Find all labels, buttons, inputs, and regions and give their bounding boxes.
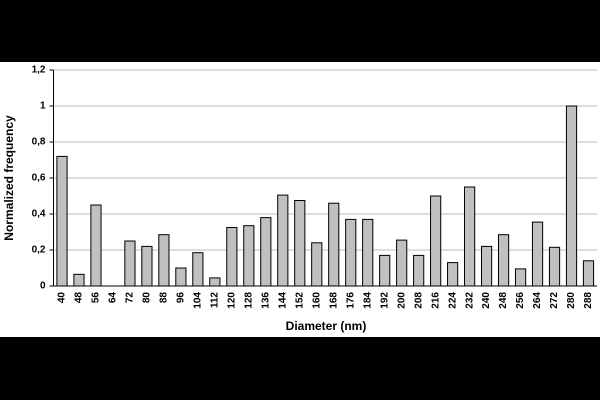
y-tick-label: 0,4	[32, 209, 46, 220]
bar	[90, 204, 102, 287]
x-tick-label: 64	[108, 292, 119, 304]
bar	[413, 254, 425, 287]
x-axis-label: Diameter (nm)	[286, 319, 367, 333]
bar	[497, 234, 510, 287]
bar	[447, 262, 459, 287]
bar	[175, 267, 187, 287]
bar	[362, 218, 374, 287]
x-tick-label: 96	[176, 292, 187, 304]
bar	[582, 260, 595, 287]
bottom-band	[0, 337, 600, 400]
x-tick-label: 176	[345, 292, 356, 309]
y-tick-label: 0,8	[32, 137, 46, 148]
x-tick-label: 72	[125, 292, 136, 304]
bar	[124, 240, 136, 287]
y-tick-label: 1,2	[32, 65, 46, 76]
bar	[379, 254, 391, 287]
bars	[56, 105, 595, 287]
top-band	[0, 0, 600, 62]
x-tick-label: 248	[498, 292, 509, 309]
x-tick-label: 80	[142, 292, 153, 304]
bar	[209, 277, 221, 287]
y-axis-label: Normalized frequency	[2, 115, 16, 241]
x-tick-label: 200	[396, 292, 407, 309]
bar	[481, 245, 493, 287]
x-tick-label: 120	[226, 292, 237, 309]
bar	[260, 217, 272, 287]
y-tick-label: 0,2	[32, 245, 46, 256]
x-tick-label: 280	[566, 292, 577, 309]
x-tick-label: 40	[57, 292, 68, 304]
x-tick-label: 48	[74, 292, 85, 304]
y-tick-label: 0	[40, 281, 46, 292]
x-tick-label: 152	[294, 292, 305, 309]
bar	[464, 186, 476, 287]
x-tick-label: 160	[311, 292, 322, 309]
x-tick-label: 208	[413, 292, 424, 309]
x-tick-label: 128	[243, 292, 254, 309]
x-tick-label: 144	[277, 292, 288, 309]
x-tick-label: 136	[260, 292, 271, 309]
bar	[531, 221, 544, 287]
bar	[243, 225, 255, 287]
bar	[158, 234, 170, 287]
x-tick-label: 224	[447, 292, 458, 309]
x-tick-label: 216	[430, 292, 441, 309]
x-tick-label: 184	[362, 292, 373, 309]
bar	[565, 105, 578, 287]
bar	[294, 200, 306, 287]
x-tick-label: 240	[481, 292, 492, 309]
bar	[430, 195, 442, 287]
x-tick-label: 192	[379, 292, 390, 309]
bar	[226, 227, 238, 287]
x-tick-label: 288	[583, 292, 594, 309]
bar	[514, 268, 527, 287]
y-tick-label: 1	[40, 101, 46, 112]
bar	[192, 252, 204, 287]
x-tick-label: 168	[328, 292, 339, 309]
bar	[311, 242, 323, 287]
x-tick-label: 264	[532, 292, 543, 309]
x-tick-label: 112	[209, 292, 220, 309]
x-tick-label: 56	[91, 292, 102, 304]
x-tick-label: 272	[549, 292, 560, 309]
x-tick-label: 88	[159, 292, 170, 304]
x-tick-label: 104	[193, 292, 204, 309]
bar	[345, 218, 357, 287]
bar	[396, 239, 408, 287]
y-tick-label: 0,6	[32, 173, 46, 184]
bar	[277, 194, 289, 287]
x-tick-label: 256	[515, 292, 526, 309]
x-tick-label: 232	[464, 292, 475, 309]
bar	[548, 246, 561, 287]
bar	[73, 273, 85, 287]
bar	[141, 245, 153, 287]
bar	[56, 155, 68, 287]
bar	[328, 202, 340, 287]
grid	[53, 69, 597, 251]
